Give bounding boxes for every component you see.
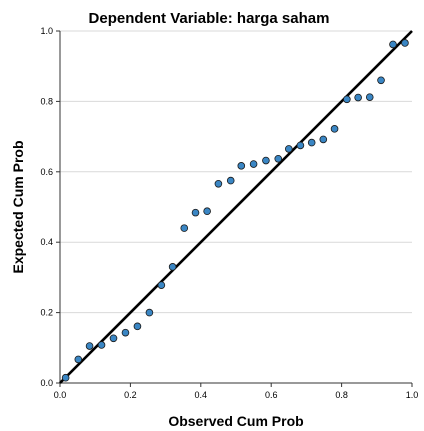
data-point-16 — [249, 160, 258, 168]
data-point-17 — [262, 156, 270, 165]
data-point-5 — [121, 328, 130, 337]
x-tick-label-5: 1.0 — [406, 390, 419, 400]
data-point-9 — [168, 263, 177, 271]
data-point-6 — [133, 322, 142, 331]
y-tick-label-3: 0.6 — [40, 167, 53, 177]
data-point-10 — [180, 224, 189, 232]
data-point-0 — [61, 373, 70, 382]
x-axis-title: Observed Cum Prob — [168, 413, 303, 429]
x-tick-label-4: 0.8 — [335, 390, 348, 400]
data-point-19 — [284, 145, 293, 153]
x-tick-label-0: 0.0 — [54, 390, 67, 400]
data-point-4 — [109, 334, 118, 343]
data-point-2 — [85, 342, 94, 350]
data-point-14 — [226, 176, 235, 185]
data-point-27 — [377, 76, 385, 85]
data-point-15 — [237, 162, 246, 170]
y-tick-label-1: 0.2 — [40, 308, 53, 318]
data-point-21 — [307, 138, 316, 147]
y-tick-label-4: 0.8 — [40, 96, 53, 106]
plot-area: 0.0 0.2 0.4 0.6 0.8 1.0 0.0 0.2 0.4 0.6 0.8 1.0 — [40, 26, 418, 400]
data-point-20 — [296, 141, 305, 150]
y-tick-label-5: 1.0 — [40, 26, 53, 36]
data-point-25 — [354, 93, 362, 102]
data-point-23 — [330, 125, 339, 133]
x-tick-label-2: 0.4 — [195, 390, 208, 400]
y-axis-title: Expected Cum Prob — [10, 140, 26, 273]
data-point-24 — [343, 95, 351, 104]
data-point-7 — [145, 308, 154, 317]
x-tick-label-1: 0.2 — [124, 390, 137, 400]
y-tick-label-2: 0.4 — [40, 237, 53, 247]
data-point-1 — [74, 355, 83, 364]
data-point-12 — [203, 207, 211, 216]
data-point-3 — [97, 341, 106, 349]
y-tick-label-0: 0.0 — [40, 378, 53, 388]
data-point-13 — [214, 179, 223, 188]
data-point-18 — [274, 154, 283, 163]
data-point-11 — [191, 208, 200, 217]
data-point-26 — [365, 93, 374, 101]
reference-line — [59, 30, 413, 384]
x-tick-label-3: 0.6 — [265, 390, 278, 400]
chart-title: Dependent Variable: harga saham — [89, 10, 330, 27]
data-point-28 — [389, 40, 397, 49]
data-point-8 — [157, 281, 166, 289]
data-point-22 — [319, 135, 328, 144]
data-point-29 — [401, 39, 409, 47]
